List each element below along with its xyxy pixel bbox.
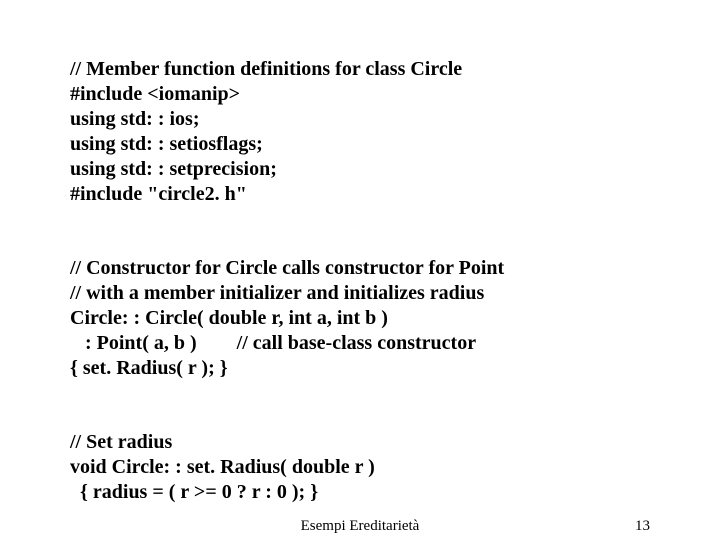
code-line: using std: : setprecision;: [70, 158, 277, 180]
code-line: // Member function definitions for class…: [70, 58, 462, 80]
code-line: // Set radius: [70, 431, 172, 453]
code-line: #include "circle2. h": [70, 183, 247, 205]
code-block-2: // Constructor for Circle calls construc…: [70, 231, 650, 381]
code-line: // Constructor for Circle calls construc…: [70, 257, 504, 279]
block-gap: [70, 207, 650, 231]
footer-title: Esempi Ereditarietà: [301, 518, 420, 535]
code-block-3: // Set radius void Circle: : set. Radius…: [70, 405, 650, 505]
code-line: { radius = ( r >= 0 ? r : 0 ); }: [70, 481, 318, 503]
code-line: // with a member initializer and initial…: [70, 282, 484, 304]
code-line: : Point( a, b ) // call base-class const…: [70, 332, 476, 354]
code-line: { set. Radius( r ); }: [70, 357, 228, 379]
code-block-1: // Member function definitions for class…: [70, 32, 650, 207]
code-line: #include <iomanip>: [70, 83, 240, 105]
code-line: using std: : ios;: [70, 108, 199, 130]
code-line: Circle: : Circle( double r, int a, int b…: [70, 307, 388, 329]
footer-page-number: 13: [635, 518, 650, 535]
slide: // Member function definitions for class…: [0, 0, 720, 540]
code-line: void Circle: : set. Radius( double r ): [70, 456, 375, 478]
code-line: using std: : setiosflags;: [70, 133, 263, 155]
block-gap: [70, 381, 650, 405]
